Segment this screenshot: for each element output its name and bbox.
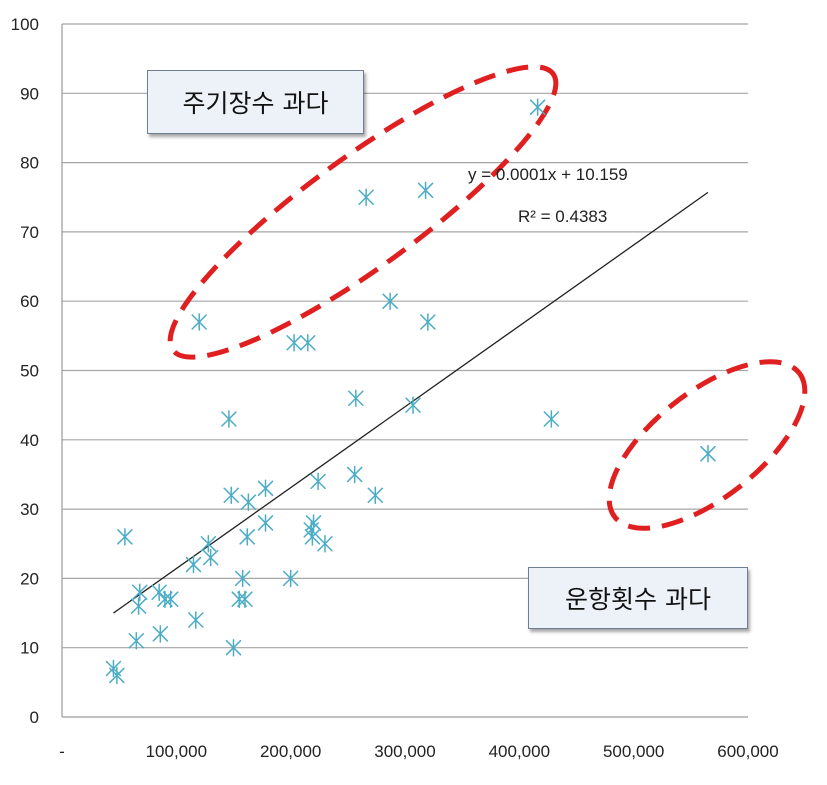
data-point — [239, 528, 255, 546]
data-point — [237, 590, 253, 608]
highlight-ellipse-upper — [167, 64, 559, 360]
data-point — [130, 597, 147, 615]
data-point — [417, 181, 434, 200]
data-point — [221, 410, 237, 428]
data-points — [105, 98, 716, 685]
data-point — [310, 472, 326, 491]
data-point — [191, 313, 207, 331]
data-point — [188, 611, 204, 629]
annotation-box-lower: 운항횟수 과다 — [528, 567, 748, 629]
y-tick-label: 30 — [20, 500, 39, 519]
data-point — [128, 632, 145, 650]
x-tick-label: 200,000 — [260, 742, 321, 761]
y-tick-label: 70 — [20, 223, 39, 242]
y-tick-label: 20 — [20, 569, 39, 588]
highlight-ellipse-lower — [606, 359, 808, 531]
y-tick-label: 50 — [20, 362, 39, 381]
x-tick-label: 600,000 — [717, 742, 778, 761]
data-point — [152, 625, 169, 643]
data-point — [420, 313, 436, 331]
data-point — [367, 486, 384, 504]
x-tick-label: - — [59, 742, 65, 761]
data-point — [234, 569, 251, 588]
data-point — [202, 548, 219, 567]
data-point — [286, 334, 302, 352]
x-tick-label: 500,000 — [603, 742, 664, 761]
data-point — [529, 98, 546, 116]
data-point — [317, 535, 333, 553]
y-tick-label: 40 — [20, 431, 39, 450]
data-point — [223, 486, 239, 504]
data-point — [300, 334, 316, 352]
y-tick-label: 80 — [20, 154, 39, 173]
data-point — [382, 292, 398, 310]
data-point — [200, 535, 217, 553]
data-point — [257, 479, 274, 498]
data-point — [151, 583, 167, 602]
y-axis-ticks: 0 10 20 30 40 50 60 70 80 90 100 — [11, 15, 39, 727]
gridlines — [61, 23, 748, 718]
y-tick-label: 90 — [20, 84, 39, 103]
data-point — [700, 444, 716, 463]
x-tick-label: 100,000 — [146, 742, 207, 761]
data-point — [117, 528, 133, 546]
x-tick-label: 400,000 — [489, 742, 550, 761]
y-tick-label: 100 — [11, 15, 39, 34]
x-tick-label: 300,000 — [374, 742, 435, 761]
data-point — [358, 188, 374, 206]
y-tick-label: 60 — [20, 292, 39, 311]
data-point — [346, 465, 363, 484]
data-point — [109, 666, 125, 685]
data-point — [185, 555, 202, 574]
highlight-ellipses — [167, 64, 808, 531]
data-point — [305, 514, 322, 532]
data-point — [405, 396, 421, 414]
annotation-box-upper: 주기장수 과다 — [147, 70, 364, 134]
y-tick-label: 0 — [30, 708, 39, 727]
data-point — [282, 569, 299, 588]
data-point — [162, 590, 179, 608]
trendline-equation: y = 0.0001x + 10.159 — [468, 165, 628, 184]
trendline-r2: R² = 0.4383 — [518, 207, 607, 226]
data-point — [131, 583, 148, 602]
data-point — [304, 528, 321, 546]
data-point — [225, 638, 242, 657]
data-point — [257, 514, 274, 532]
data-point — [240, 493, 257, 511]
data-point — [543, 410, 560, 428]
x-axis-ticks: - 100,000 200,000 300,000 400,000 500,000 600,… — [59, 742, 779, 761]
y-tick-label: 10 — [20, 639, 39, 658]
data-point — [348, 389, 364, 407]
